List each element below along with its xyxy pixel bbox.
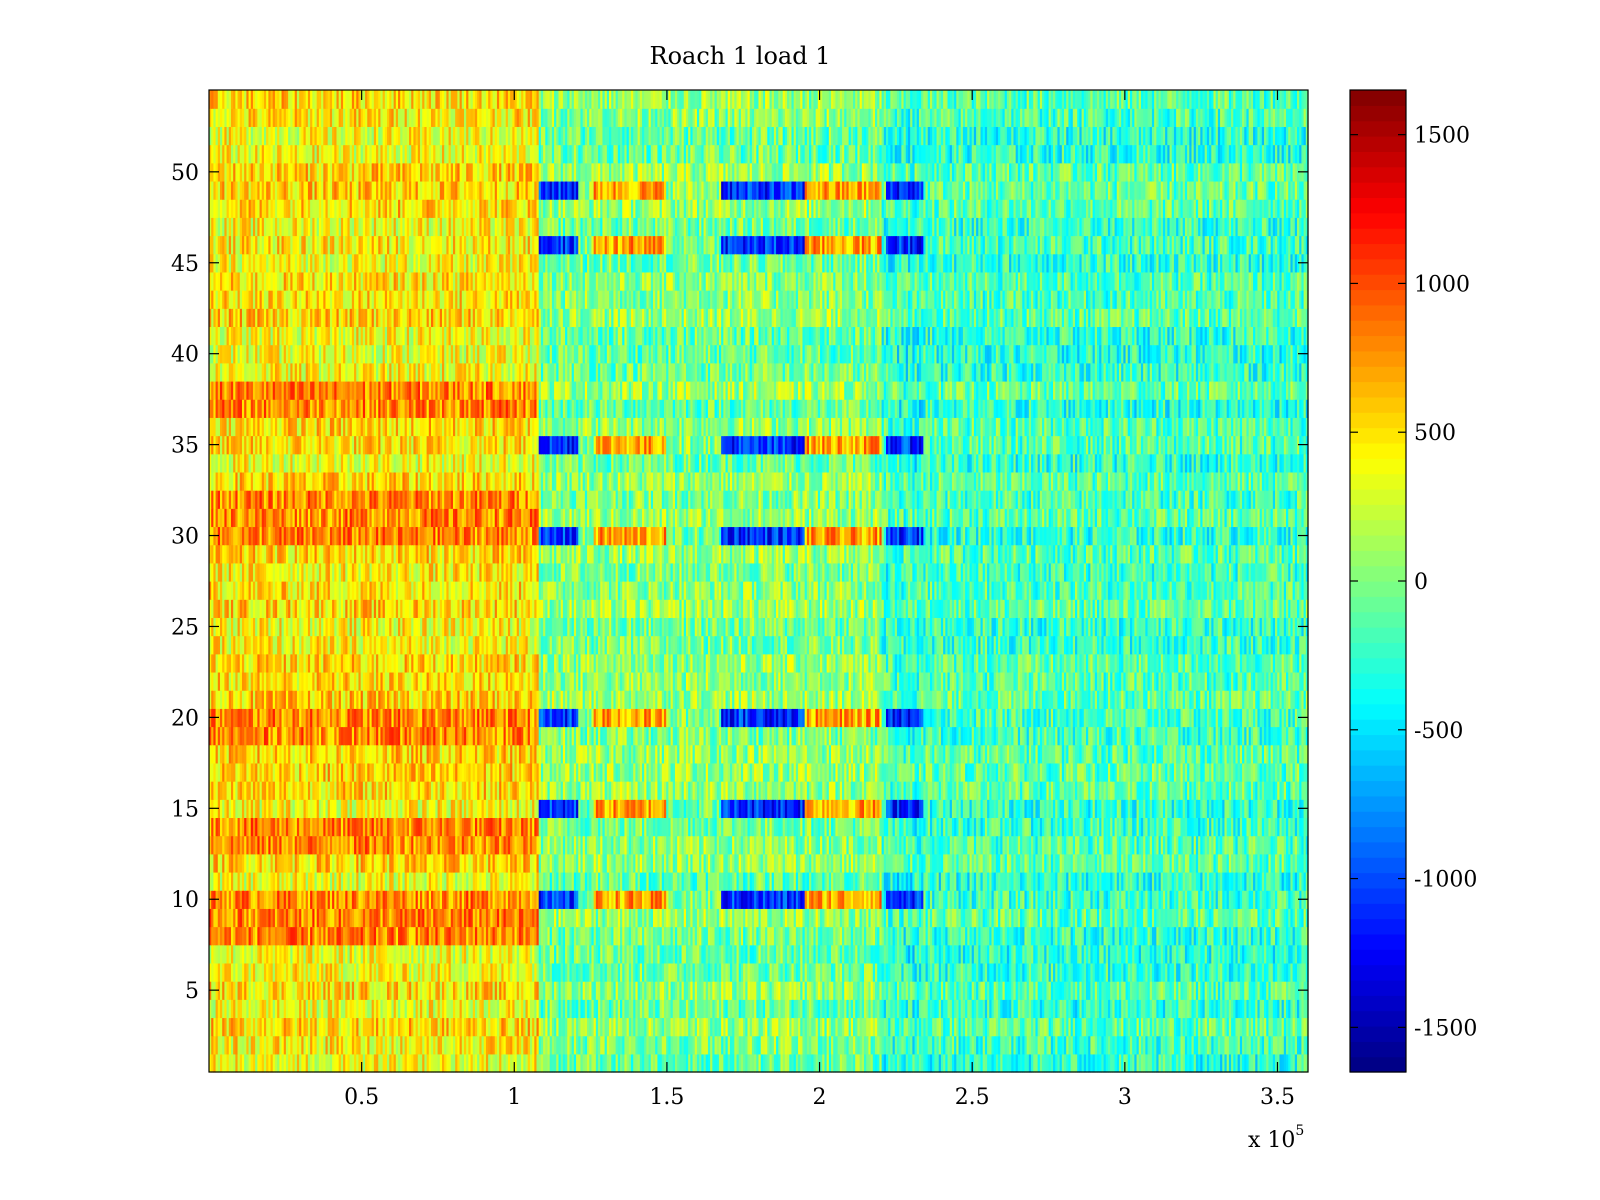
figure: Roach 1 load 1 0.5 1 1.5 2 2.5 3 3.5 5 10 15 20 25… bbox=[0, 0, 1600, 1200]
heatmap-chart: Roach 1 load 1 0.5 1 1.5 2 2.5 3 3.5 510152025… bbox=[0, 0, 1600, 1200]
heatmap-cells bbox=[209, 90, 1309, 1073]
chart-title: Roach 1 load 1 bbox=[650, 42, 831, 70]
